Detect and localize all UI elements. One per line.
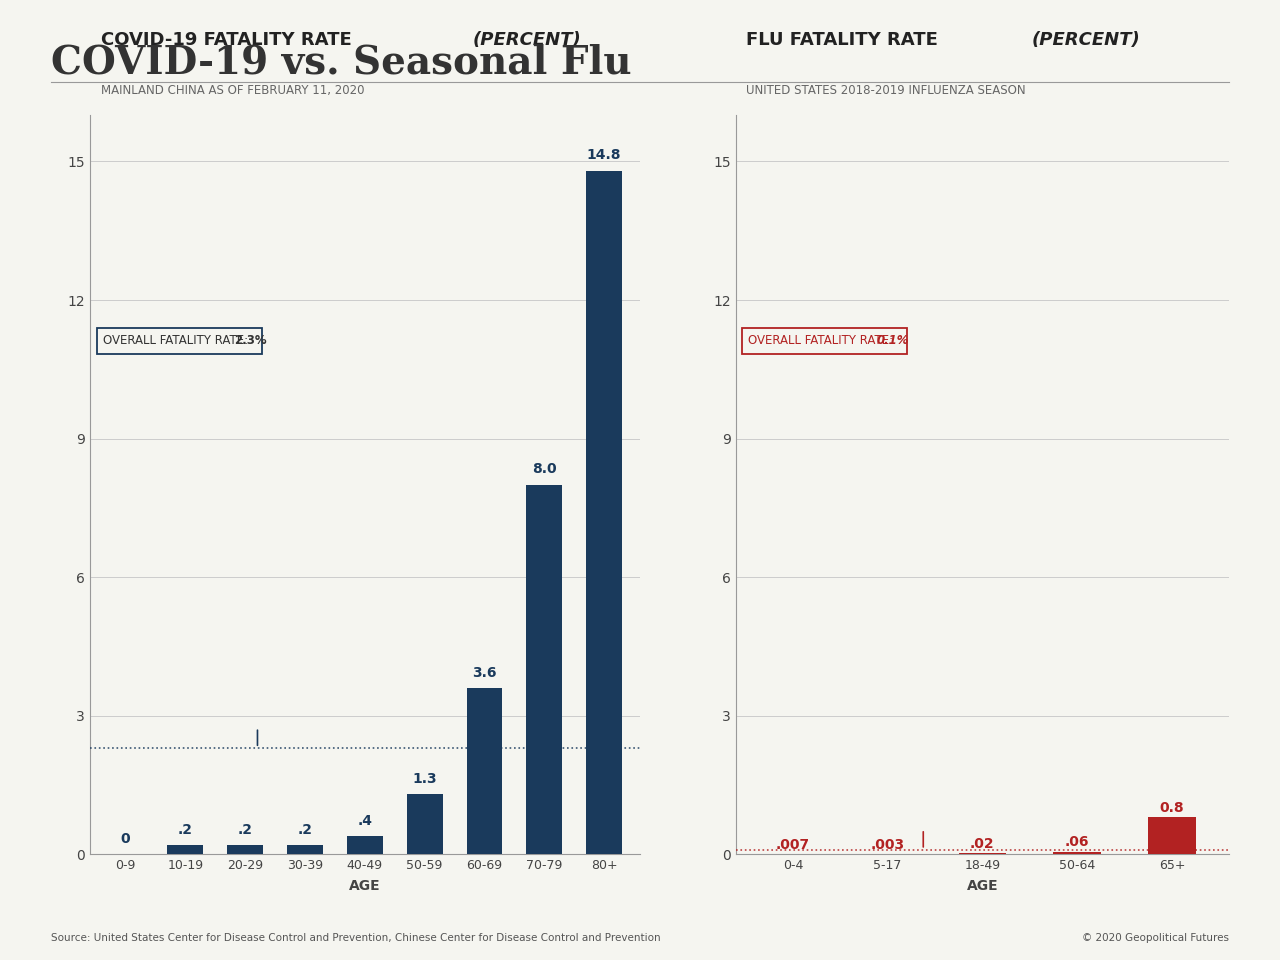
Text: MAINLAND CHINA AS OF FEBRUARY 11, 2020: MAINLAND CHINA AS OF FEBRUARY 11, 2020 (101, 84, 364, 97)
Bar (168, 845, 204, 854)
Bar (526, 485, 562, 854)
Text: 0: 0 (120, 832, 131, 846)
X-axis label: AGE: AGE (966, 879, 998, 893)
Text: 1.3: 1.3 (412, 772, 436, 786)
Bar (228, 845, 264, 854)
Text: Source: United States Center for Disease Control and Prevention, Chinese Center : Source: United States Center for Disease… (51, 933, 660, 943)
Text: (PERCENT): (PERCENT) (1032, 31, 1140, 49)
Text: 3.6: 3.6 (472, 666, 497, 680)
Text: .003: .003 (870, 838, 905, 852)
Text: 0.1%: 0.1% (877, 334, 909, 348)
Text: COVID-19 vs. Seasonal Flu: COVID-19 vs. Seasonal Flu (51, 43, 632, 82)
Text: UNITED STATES 2018-2019 INFLUENZA SEASON: UNITED STATES 2018-2019 INFLUENZA SEASON (746, 84, 1025, 97)
Text: © 2020 Geopolitical Futures: © 2020 Geopolitical Futures (1082, 933, 1229, 943)
Bar (1053, 852, 1101, 854)
Text: .2: .2 (297, 823, 312, 837)
Text: COVID-19 FATALITY RATE: COVID-19 FATALITY RATE (101, 31, 357, 49)
Text: .2: .2 (178, 823, 193, 837)
Bar (586, 171, 622, 854)
Bar (347, 836, 383, 854)
Text: 14.8: 14.8 (586, 149, 621, 162)
Text: .007: .007 (776, 838, 810, 852)
Text: 8.0: 8.0 (532, 463, 557, 476)
Text: .2: .2 (238, 823, 252, 837)
X-axis label: AGE: AGE (349, 879, 380, 893)
Text: .02: .02 (970, 837, 995, 852)
Text: .4: .4 (357, 814, 372, 828)
Text: OVERALL FATALITY RATE:: OVERALL FATALITY RATE: (104, 334, 256, 348)
Text: .06: .06 (1065, 835, 1089, 850)
Bar (407, 794, 443, 854)
Text: OVERALL FATALITY RATE:: OVERALL FATALITY RATE: (749, 334, 901, 348)
Text: (PERCENT): (PERCENT) (472, 31, 581, 49)
Text: 2.3%: 2.3% (234, 334, 266, 348)
Text: 0.8: 0.8 (1160, 802, 1184, 815)
Text: FLU FATALITY RATE: FLU FATALITY RATE (746, 31, 943, 49)
Bar (287, 845, 323, 854)
Bar (466, 688, 502, 854)
Bar (1148, 818, 1196, 854)
